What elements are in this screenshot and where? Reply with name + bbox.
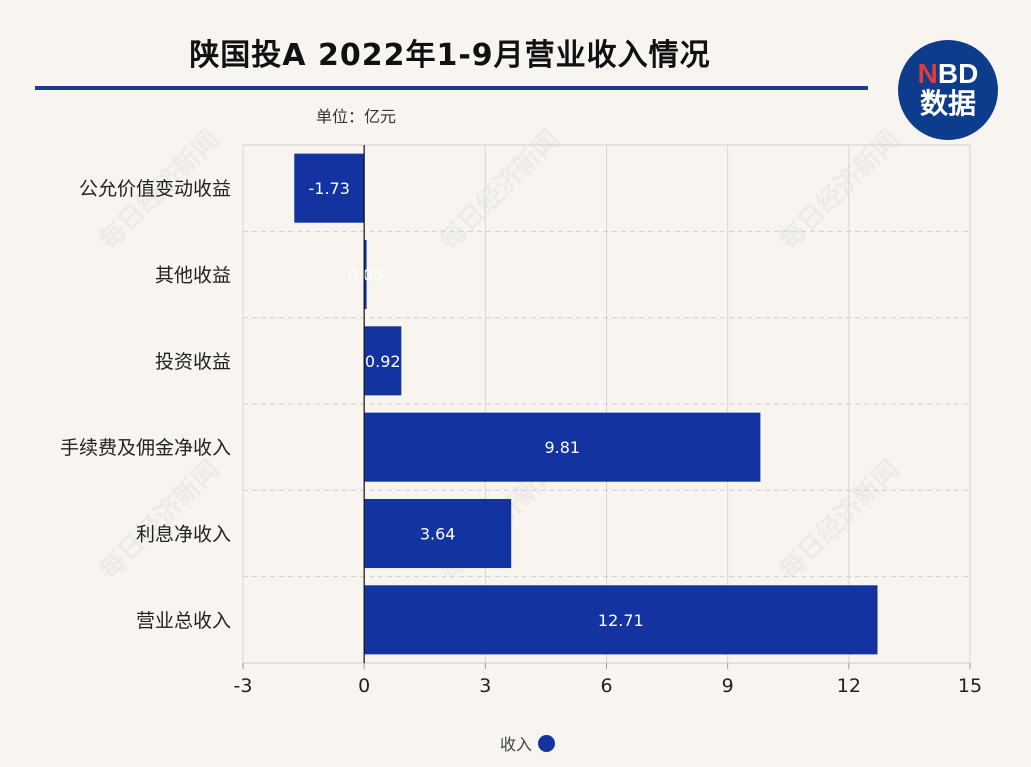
bar: [364, 498, 512, 569]
category-label: 其他收益: [155, 265, 231, 287]
x-tick-label: 3: [479, 675, 491, 697]
bar: [294, 153, 365, 223]
bar-value-label: 0.92: [365, 352, 401, 371]
bar: [364, 326, 402, 396]
bar: [364, 239, 367, 310]
category-label: 公允价值变动收益: [79, 178, 231, 200]
x-tick-label: 15: [958, 675, 982, 697]
bar-value-label: 0.06: [348, 266, 384, 285]
unit-label: 单位：亿元: [316, 107, 397, 126]
title-rule: [35, 86, 868, 90]
legend-label: 收入: [500, 735, 533, 754]
bar-value-label: -1.73: [309, 179, 350, 198]
bar: [364, 412, 761, 482]
x-tick-label: 9: [722, 675, 734, 697]
bar: [364, 585, 878, 655]
category-label: 利息净收入: [136, 524, 231, 546]
chart-title: 陕国投A 2022年1-9月营业收入情况: [189, 38, 711, 73]
nbd-logo: NBD 数据: [898, 40, 998, 140]
bar-value-label: 3.64: [420, 525, 456, 544]
legend[interactable]: 收入: [500, 731, 556, 755]
x-tick-label: 6: [600, 675, 612, 697]
legend-swatch: [538, 734, 556, 752]
x-tick-label: 0: [358, 675, 370, 697]
bar-value-label: 9.81: [544, 438, 580, 457]
category-label: 手续费及佣金净收入: [60, 437, 231, 459]
bar-value-label: 12.71: [598, 611, 644, 630]
x-tick-label: 12: [837, 675, 861, 697]
x-tick-label: -3: [234, 675, 253, 697]
category-label: 营业总收入: [136, 610, 231, 632]
category-label: 投资收益: [155, 351, 231, 373]
